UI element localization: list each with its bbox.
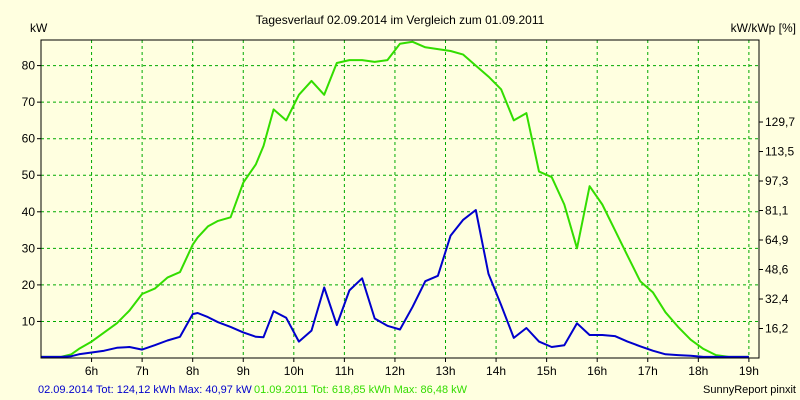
series-line-1 bbox=[41, 209, 749, 358]
y-tick-label: 20 bbox=[22, 278, 36, 292]
x-tick-label: 12h bbox=[385, 364, 405, 378]
x-tick-label: 16h bbox=[587, 364, 607, 378]
x-tick-label: 17h bbox=[638, 364, 658, 378]
x-tick-label: 10h bbox=[284, 364, 304, 378]
x-tick-label: 18h bbox=[688, 364, 708, 378]
plot-area bbox=[41, 40, 759, 358]
y-right-tick-label: 64,9 bbox=[765, 233, 789, 247]
x-tick-label: 8h bbox=[186, 364, 199, 378]
series-line-2 bbox=[41, 40, 749, 358]
x-tick-label: 9h bbox=[237, 364, 250, 378]
x-tick-label: 13h bbox=[435, 364, 455, 378]
x-tick-label: 15h bbox=[537, 364, 557, 378]
y-left-label: kW bbox=[30, 21, 48, 35]
y-tick-label: 50 bbox=[22, 168, 36, 182]
y-tick-label: 30 bbox=[22, 241, 36, 255]
y-right-tick-label: 32,4 bbox=[765, 292, 789, 306]
y-tick-label: 60 bbox=[22, 132, 36, 146]
footer-credit: SunnyReport pinxit bbox=[703, 384, 796, 396]
y-tick-label: 70 bbox=[22, 95, 36, 109]
x-tick-label: 6h bbox=[85, 364, 98, 378]
y-tick-label: 10 bbox=[22, 314, 36, 328]
y-right-tick-label: 129,7 bbox=[765, 115, 795, 129]
y-right-label: kW/kWp [%] bbox=[731, 21, 796, 35]
plot-border bbox=[40, 39, 760, 359]
x-tick-label: 7h bbox=[135, 364, 148, 378]
y-axis-left: 10 20 30 40 50 60 70 80 bbox=[22, 59, 41, 328]
y-right-tick-label: 113,5 bbox=[765, 145, 794, 159]
x-axis: 6h 7h 8h 9h 10h 11h 12h 13h 14h 15h 16h 17h 18h 19h bbox=[85, 358, 759, 378]
legend-series-2: 01.09.2011 Tot: 618,85 kWh Max: 86,48 kW bbox=[254, 384, 468, 396]
y-right-tick-label: 16,2 bbox=[765, 322, 789, 336]
y-right-tick-label: 97,3 bbox=[765, 174, 789, 188]
y-tick-label: 40 bbox=[22, 205, 36, 219]
y-right-tick-label: 81,1 bbox=[765, 204, 789, 218]
series-layer bbox=[41, 40, 749, 358]
x-tick-label: 14h bbox=[486, 364, 506, 378]
x-tick-label: 11h bbox=[335, 364, 354, 378]
x-tick-label: 19h bbox=[739, 364, 759, 378]
y-tick-label: 80 bbox=[22, 59, 36, 73]
y-right-tick-label: 48,6 bbox=[765, 263, 789, 277]
y-axis-right: 16,2 32,4 48,6 64,9 81,1 97,3 113,5 129,7 bbox=[759, 115, 795, 336]
chart-title: Tagesverlauf 02.09.2014 im Vergleich zum… bbox=[256, 13, 545, 27]
legend-series-1: 02.09.2014 Tot: 124,12 kWh Max: 40,97 kW bbox=[38, 384, 252, 396]
